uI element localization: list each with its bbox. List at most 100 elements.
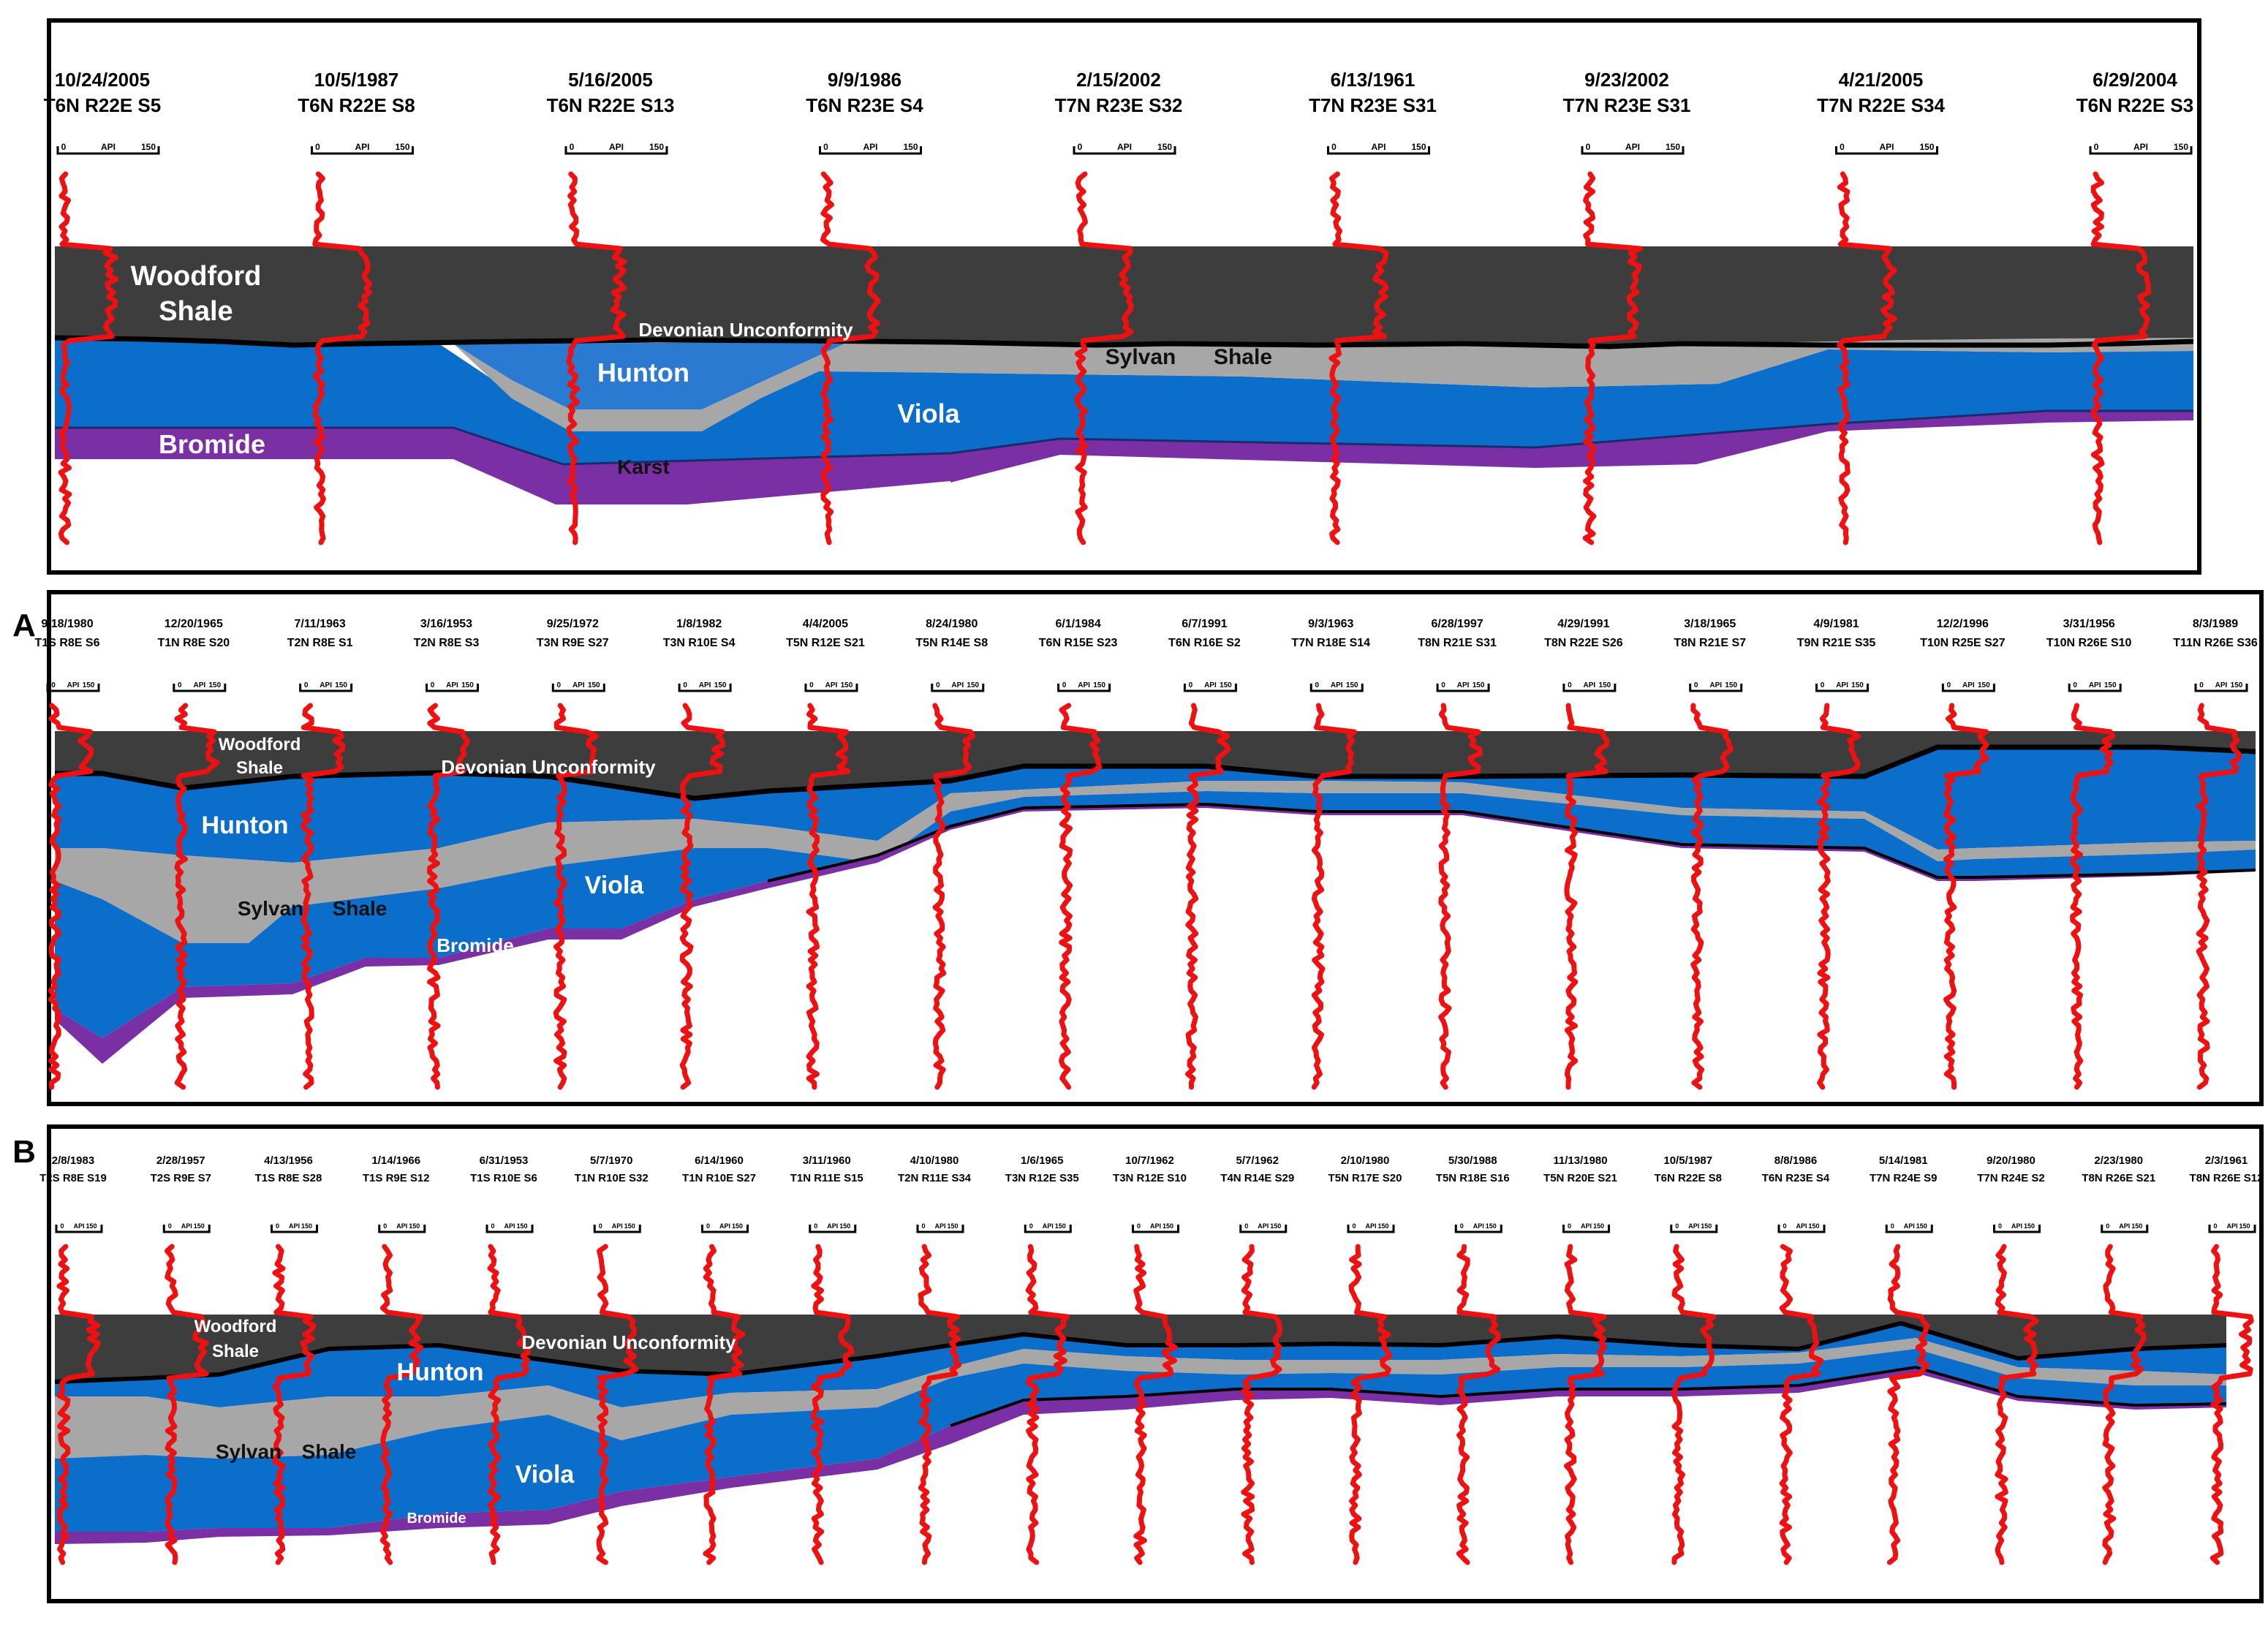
panel-b-well-logs [56, 1244, 2254, 1565]
api-scale-bar: 0 API 150 [678, 681, 732, 692]
api-scale-line [1941, 684, 1995, 692]
well-location: T2S R9E S7 [151, 1172, 211, 1184]
api-scale-max: 150 [86, 1222, 97, 1230]
gamma-ray-log [1241, 1244, 1283, 1565]
api-scale-line [809, 1225, 857, 1233]
well-date: 8/3/1989 [2193, 618, 2238, 630]
label-karst: Karst [617, 455, 670, 478]
well-date: 2/28/1957 [156, 1154, 205, 1167]
well-location: T6N R23E S4 [1762, 1172, 1830, 1184]
api-scale-line [2068, 684, 2122, 692]
api-scale-unit: API [1904, 1222, 1915, 1230]
api-scale-min: 0 [1029, 1222, 1033, 1230]
label-devonian-unconformity: Devonian Unconformity [521, 1331, 736, 1353]
well-date: 9/20/1980 [1987, 1154, 2035, 1167]
well-location: T5N R18E S16 [1436, 1172, 1510, 1184]
api-scale-unit: API [73, 1222, 84, 1230]
well-location: T3N R12E S10 [1113, 1172, 1187, 1184]
label-woodford: Woodford [194, 1317, 277, 1336]
viola-layer [55, 791, 2256, 1038]
api-scale-unit: API [320, 681, 332, 689]
bromide-layer [55, 411, 2193, 504]
well-location: T7N R23E S32 [1055, 94, 1183, 116]
devonian-unconformity-line [55, 744, 2256, 801]
api-scale-max: 150 [1093, 681, 1105, 689]
api-scale-line [1562, 1225, 1610, 1233]
woodford-shale-layer [55, 246, 2193, 345]
well-header: 2/28/1957 T2S R9E S7 0 API 150 [151, 1154, 211, 1233]
well-date: 6/13/1961 [1331, 69, 1415, 91]
api-scale-min: 0 [1694, 681, 1698, 689]
well-location: T7N R18E S14 [1291, 637, 1370, 649]
panel-top-well-headers: 10/24/2005 T6N R22E S5 0 API 150 10/5/1987 T6N… [44, 69, 2193, 155]
api-scale-min: 0 [431, 681, 435, 689]
sylvan-shale-layer [55, 781, 2256, 943]
api-scale-unit: API [609, 142, 624, 152]
api-scale-unit: API [1078, 681, 1090, 689]
gamma-ray-log [1943, 703, 1989, 1090]
gamma-ray-log [174, 703, 220, 1090]
well-header: 3/11/1960 T1N R11E S15 0 API 150 [790, 1154, 863, 1233]
panel-letter-b: B [12, 1134, 36, 1170]
well-header: 6/7/1991 T6N R16E S2 0 API 150 [1168, 618, 1241, 692]
api-scale-line [819, 146, 922, 155]
api-scale-min: 0 [1586, 142, 1591, 152]
api-scale-bar: 0 API 150 [299, 681, 353, 692]
well-location: T5N R12E S21 [786, 637, 865, 649]
api-scale-max: 150 [947, 1222, 958, 1230]
api-scale-min: 0 [1891, 1222, 1894, 1230]
api-scale-max: 150 [208, 681, 221, 689]
api-scale-bar: 0 API 150 [819, 142, 922, 155]
api-scale-line [1239, 1225, 1288, 1233]
well-location: T8N R26E S21 [2082, 1172, 2155, 1184]
api-scale-line [1073, 146, 1176, 155]
gamma-ray-log [1817, 703, 1861, 1090]
well-header: 5/7/1970 T1N R10E S32 0 API 150 [575, 1154, 649, 1233]
karst-layer [541, 371, 950, 464]
well-date: 2/8/1983 [52, 1154, 94, 1167]
api-scale-bar: 0 API 150 [1327, 142, 1430, 155]
api-scale-bar: 0 API 150 [1815, 681, 1870, 692]
label-bromide: Bromide [407, 1510, 466, 1527]
woodford-shale-layer [55, 1315, 2226, 1382]
api-scale-line [2101, 1225, 2149, 1233]
api-scale-max: 150 [194, 1222, 205, 1230]
well-location: T1N R8E S20 [157, 637, 230, 649]
well-location: T5N R20E S21 [1543, 1172, 1617, 1184]
well-location: T7N R23E S31 [1309, 94, 1437, 116]
panel-top-labels: Woodford Shale Devonian Unconformity Hun… [131, 261, 1272, 478]
api-scale-max: 150 [2024, 1222, 2035, 1230]
api-scale-bar: 0 API 150 [1689, 681, 1743, 692]
api-scale-bar: 0 API 150 [378, 1222, 426, 1233]
api-scale-max: 150 [1411, 142, 1426, 152]
api-scale-bar: 0 API 150 [916, 1222, 964, 1233]
api-scale-max: 150 [649, 142, 664, 152]
api-scale-bar: 0 API 150 [1581, 142, 1685, 155]
api-scale-min: 0 [1675, 1222, 1679, 1230]
api-scale-unit: API [1581, 1222, 1592, 1230]
gamma-ray-log [2070, 703, 2116, 1090]
gamma-ray-log [1779, 1244, 1824, 1565]
well-header: 8/8/1986 T6N R23E S4 0 API 150 [1762, 1154, 1830, 1233]
gamma-ray-log [48, 703, 94, 1090]
well-date: 6/31/1953 [480, 1154, 529, 1167]
well-header: 4/13/1956 T1S R8E S28 0 API 150 [255, 1154, 322, 1233]
api-scale-min: 0 [1840, 142, 1845, 152]
well-date: 6/7/1991 [1182, 618, 1227, 630]
label-viola: Viola [515, 1461, 575, 1489]
api-scale-line [425, 684, 479, 692]
well-location: T11N R26E S36 [2173, 637, 2258, 649]
api-scale-max: 150 [1473, 681, 1485, 689]
api-scale-min: 0 [315, 142, 320, 152]
api-scale-min: 0 [706, 1222, 710, 1230]
api-scale-unit: API [951, 681, 964, 689]
well-date: 9/3/1963 [1308, 618, 1353, 630]
well-header: 9/23/2002 T7N R23E S31 0 API 150 [1563, 69, 1690, 155]
api-scale-max: 150 [2174, 142, 2188, 152]
well-location: T2N R8E S1 [287, 637, 353, 649]
well-header: 9/20/1980 T7N R24E S2 0 API 150 [1977, 1154, 2045, 1233]
gamma-ray-log [806, 703, 851, 1090]
api-scale-max: 150 [461, 681, 474, 689]
